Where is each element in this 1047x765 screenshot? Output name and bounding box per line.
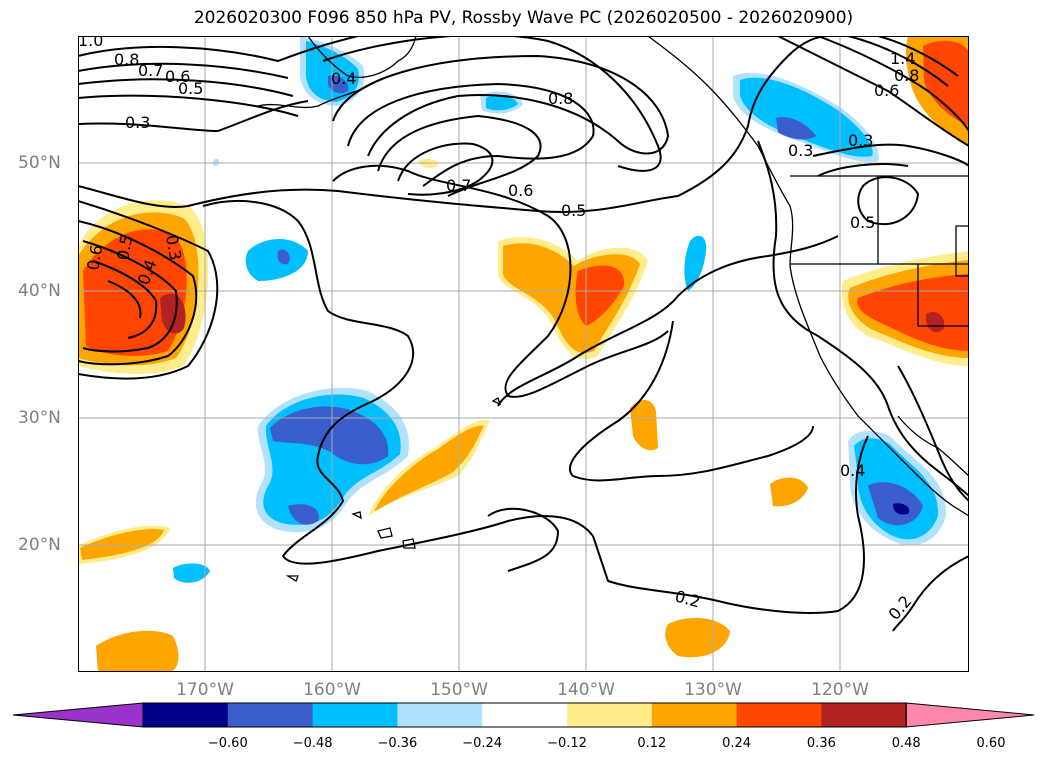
pv-map: 1.0 0.8 0.7 0.6 0.5 0.3 0.4 0.8 0.7 0.6 … xyxy=(78,36,969,672)
contour-label: 0.5 xyxy=(178,79,203,98)
colorbar-tick-label: −0.24 xyxy=(462,736,503,751)
contour-label: 0.7 xyxy=(138,61,163,80)
longitude-label: 170°W xyxy=(176,680,234,700)
latitude-label: 40°N xyxy=(18,281,61,301)
colorbar-segment xyxy=(567,703,653,727)
colorbar-tick-label: −0.48 xyxy=(292,736,333,751)
colorbar-tick-label: 0.60 xyxy=(976,736,1006,751)
colorbar-extend-max xyxy=(905,702,1035,728)
contour-label: 0.3 xyxy=(125,113,150,132)
colorbar-segment xyxy=(736,703,822,727)
contour-label: 0.3 xyxy=(848,131,873,150)
contour-label: 0.6 xyxy=(874,81,899,100)
colorbar-tick-label: 0.36 xyxy=(806,736,836,751)
contour-label: 0.5 xyxy=(850,213,875,232)
coastlines xyxy=(257,36,969,582)
contour-label: 1.4 xyxy=(890,49,915,68)
colorbar-segment xyxy=(143,703,229,727)
colorbar-tick-label: 0.24 xyxy=(722,736,752,751)
colorbar-frame xyxy=(142,702,907,728)
latitude-label: 20°N xyxy=(18,535,61,555)
contour-label: 0.4 xyxy=(331,69,356,88)
contour-label: 0.8 xyxy=(894,66,919,85)
colorbar-segment xyxy=(312,703,398,727)
contour-label: 0.5 xyxy=(113,233,136,261)
graticule xyxy=(78,36,969,672)
colorbar-tick-label: 0.48 xyxy=(891,736,921,751)
contour-label: 0.8 xyxy=(548,89,573,108)
contour-label: 0.6 xyxy=(508,181,533,200)
contour-label: 1.0 xyxy=(78,36,103,50)
latitude-label: 30°N xyxy=(18,408,61,428)
contour-labels: 1.0 0.8 0.7 0.6 0.5 0.3 0.4 0.8 0.7 0.6 … xyxy=(78,36,919,624)
longitude-label: 150°W xyxy=(430,680,488,700)
longitude-label: 130°W xyxy=(684,680,742,700)
contour-label: 0.7 xyxy=(446,176,471,195)
colorbar-tick-label: −0.12 xyxy=(547,736,587,751)
longitude-label: 120°W xyxy=(811,680,869,700)
contour-label: 0.3 xyxy=(788,141,813,160)
contour-label: 0.6 xyxy=(83,243,106,271)
contour-label: 0.6 xyxy=(165,67,190,86)
latitude-label: 50°N xyxy=(18,153,61,173)
longitude-label: 140°W xyxy=(557,680,615,700)
colorbar-segment xyxy=(227,703,314,727)
colorbar-extend-min xyxy=(12,702,144,728)
contour-label: 0.4 xyxy=(840,461,865,480)
colorbar-tick-label: −0.60 xyxy=(207,736,248,751)
contour-label: 0.8 xyxy=(114,50,139,69)
pv-contours xyxy=(78,36,969,632)
contour-label: 0.5 xyxy=(561,201,586,220)
colorbar-segment xyxy=(397,703,483,727)
colorbar-tick-label: 0.12 xyxy=(637,736,667,751)
colorbar xyxy=(12,702,1035,728)
colorbar-segment xyxy=(821,703,907,727)
colorbar-segment xyxy=(482,703,568,727)
colorbar-segment xyxy=(651,703,738,727)
colorbar-tick-label: −0.36 xyxy=(377,736,418,751)
map-title: 2026020300 F096 850 hPa PV, Rossby Wave … xyxy=(193,8,854,28)
longitude-label: 160°W xyxy=(303,680,361,700)
contour-label: 0.3 xyxy=(162,233,185,261)
